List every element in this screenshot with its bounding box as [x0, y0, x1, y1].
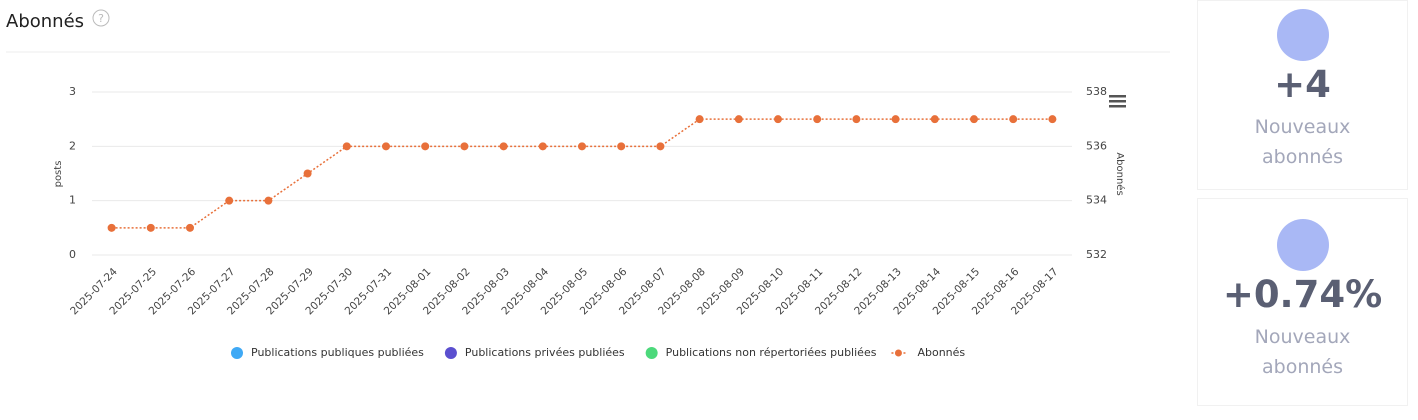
point — [264, 196, 273, 205]
point — [930, 115, 939, 124]
y-tick-label: 2 — [69, 139, 76, 152]
y2-tick-label: 538 — [1086, 85, 1107, 98]
point — [852, 115, 861, 124]
point — [656, 142, 665, 151]
y-tick-label: 0 — [69, 248, 76, 261]
card-value: +4 — [1274, 63, 1331, 106]
menu-icon[interactable] — [1109, 95, 1126, 108]
point — [303, 169, 312, 178]
point — [1048, 115, 1057, 124]
legend-swatch — [645, 347, 658, 359]
point — [225, 196, 234, 205]
card-icon — [1276, 219, 1329, 271]
legend-label[interactable]: Publications privées publiées — [465, 346, 625, 359]
point — [460, 142, 469, 151]
point — [1009, 115, 1018, 124]
help-icon-mark: ? — [98, 12, 104, 25]
point — [186, 223, 194, 232]
point — [499, 142, 508, 151]
line — [111, 118, 1053, 229]
y2-tick-label: 532 — [1086, 248, 1107, 261]
point — [695, 115, 704, 124]
stat-card: +4 Nouveaux abonnés — [1197, 0, 1408, 190]
y2-tick-label: 536 — [1086, 139, 1107, 152]
point — [578, 142, 586, 151]
chart: Abonnés ? posts Abonnés 0 1 2 3 532 534 536 538… — [6, 9, 1170, 359]
stat-card: +0.74% Nouveaux abonnés — [1197, 198, 1408, 406]
point — [970, 115, 978, 124]
card-label: Nouveaux abonnés — [1254, 116, 1351, 168]
point — [146, 223, 155, 232]
point — [382, 142, 390, 151]
legend-swatch — [231, 347, 243, 359]
y2-tick-label: 534 — [1086, 194, 1107, 207]
point — [107, 223, 116, 232]
legend-swatch — [894, 349, 902, 357]
point — [538, 142, 547, 151]
card-icon — [1276, 9, 1329, 61]
point — [774, 115, 782, 124]
point — [342, 142, 351, 151]
legend-label[interactable]: Publications non répertoriées publiées — [666, 346, 877, 359]
y-tick-label: 1 — [69, 194, 76, 207]
card-value: +0.74% — [1222, 273, 1383, 316]
legend-swatch — [444, 347, 457, 359]
y2-axis-label: Abonnés — [1114, 152, 1126, 195]
point — [891, 115, 900, 124]
y-axis-label: posts — [53, 161, 64, 188]
point — [813, 115, 822, 124]
point — [617, 142, 626, 151]
help-icon[interactable] — [92, 9, 110, 27]
y-tick-label: 3 — [69, 85, 76, 98]
card-label: Nouveaux abonnés — [1254, 326, 1351, 378]
point — [734, 115, 743, 124]
legend-label[interactable]: Publications publiques publiées — [251, 346, 424, 359]
chart-title: Abonnés — [6, 11, 84, 32]
legend-label[interactable]: Abonnés — [917, 346, 965, 359]
point — [421, 142, 430, 151]
